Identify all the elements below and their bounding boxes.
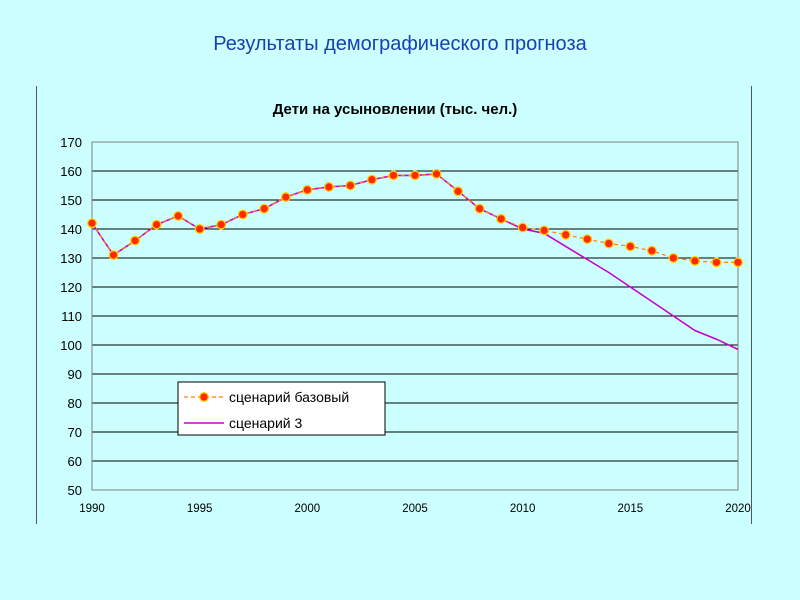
y-tick-label: 100 (60, 338, 82, 353)
chart-area (36, 86, 752, 524)
data-point (237, 209, 248, 220)
x-axis-ticks: 1990 1995 2000 2005 2010 2015 2020 (79, 503, 751, 515)
data-point (388, 170, 399, 181)
y-tick-label: 70 (68, 425, 82, 440)
data-point (496, 213, 507, 224)
data-point (130, 235, 141, 246)
data-point (733, 257, 743, 268)
data-point (216, 219, 227, 230)
y-tick-label: 140 (60, 222, 82, 237)
y-tick-label: 120 (60, 280, 82, 295)
data-point (668, 253, 679, 263)
data-point (431, 168, 442, 179)
data-point (646, 245, 657, 256)
data-point (87, 218, 97, 229)
data-point (151, 219, 162, 230)
x-tick-label: 2010 (510, 503, 536, 515)
x-tick-label: 1995 (187, 503, 213, 515)
x-tick-label: 1990 (79, 503, 105, 515)
data-point (323, 181, 334, 192)
x-tick-label: 2020 (725, 503, 751, 515)
data-point (259, 203, 270, 214)
y-axis-ticks: 170 160 150 140 130 120 110 100 90 80 70 60 50 (60, 135, 82, 498)
data-point (280, 192, 291, 203)
y-tick-label: 80 (68, 396, 82, 411)
series-line-scenario-base (91, 173, 738, 263)
data-point (689, 255, 700, 266)
data-point (560, 229, 571, 240)
data-point (345, 180, 356, 191)
data-point (194, 224, 205, 234)
y-tick-label: 50 (68, 483, 82, 498)
series-group (87, 168, 743, 351)
data-point (453, 186, 464, 197)
data-point (582, 234, 593, 245)
data-point (366, 174, 377, 185)
y-tick-label: 150 (60, 193, 82, 208)
data-point (302, 184, 313, 195)
y-tick-label: 130 (60, 251, 82, 266)
data-point (711, 257, 722, 268)
data-point (517, 222, 528, 233)
x-tick-label: 2000 (295, 503, 321, 515)
legend-label-scenario-3: сценарий 3 (229, 415, 302, 431)
legend: сценарий базовый сценарий 3 (177, 381, 386, 436)
y-tick-label: 110 (61, 309, 82, 324)
data-point (108, 250, 119, 261)
chart-title: Дети на усыновлении (тыс. чел.) (273, 101, 518, 118)
plot-area-frame (91, 141, 739, 491)
y-tick-label: 60 (68, 454, 82, 469)
data-point (625, 241, 636, 252)
y-tick-label: 170 (60, 135, 82, 150)
legend-box (177, 381, 386, 436)
data-point (173, 210, 184, 221)
data-point (474, 203, 485, 214)
y-tick-label: 90 (68, 367, 82, 382)
y-tick-label: 160 (60, 164, 82, 179)
data-point (410, 170, 420, 181)
data-point (539, 225, 550, 236)
x-tick-label: 2015 (618, 503, 644, 515)
x-tick-label: 2005 (402, 503, 428, 515)
legend-label-scenario-base: сценарий базовый (229, 389, 349, 405)
slide-title: Результаты демографического прогноза (213, 33, 587, 55)
legend-marker-scenario-base (199, 392, 209, 402)
data-point (603, 238, 614, 249)
